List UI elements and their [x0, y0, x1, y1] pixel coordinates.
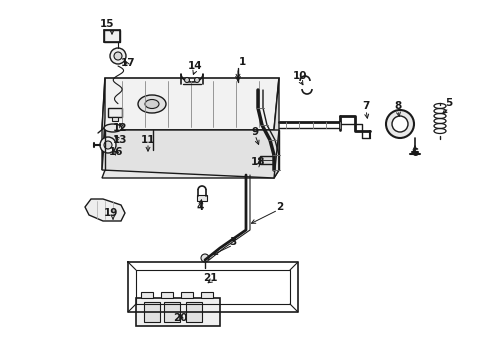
Text: 14: 14	[188, 61, 202, 71]
Text: 15: 15	[100, 19, 114, 29]
Text: 2: 2	[276, 202, 284, 212]
Bar	[186, 302, 202, 322]
Bar	[136, 298, 220, 326]
Bar	[141, 292, 153, 298]
Bar	[197, 195, 207, 201]
Bar	[161, 292, 173, 298]
Text: 11: 11	[141, 135, 155, 145]
Circle shape	[110, 48, 126, 64]
Polygon shape	[102, 78, 105, 170]
Text: 20: 20	[173, 313, 187, 323]
Bar	[108, 108, 122, 117]
Text: 6: 6	[412, 148, 418, 158]
Text: 5: 5	[445, 98, 453, 108]
Polygon shape	[274, 78, 279, 178]
Circle shape	[195, 77, 199, 82]
Text: 3: 3	[229, 237, 237, 247]
Text: 1: 1	[238, 57, 245, 67]
Circle shape	[100, 137, 116, 153]
Text: 16: 16	[109, 147, 123, 157]
Ellipse shape	[104, 124, 122, 132]
Text: 13: 13	[113, 135, 127, 145]
Ellipse shape	[145, 99, 159, 108]
Text: 19: 19	[104, 208, 118, 218]
Text: 12: 12	[113, 123, 127, 133]
Text: 21: 21	[203, 273, 217, 283]
Text: 8: 8	[394, 101, 402, 111]
Circle shape	[386, 110, 414, 138]
Text: 4: 4	[196, 202, 204, 212]
Bar	[181, 292, 193, 298]
Bar	[112, 117, 118, 121]
Polygon shape	[102, 170, 279, 178]
Circle shape	[185, 77, 190, 82]
Ellipse shape	[138, 95, 166, 113]
Bar	[144, 302, 160, 322]
Bar	[201, 292, 213, 298]
Circle shape	[201, 254, 209, 262]
Bar	[104, 30, 120, 42]
Bar	[260, 156, 274, 164]
Text: 9: 9	[251, 127, 259, 137]
Text: 18: 18	[251, 157, 265, 167]
Polygon shape	[85, 199, 125, 221]
Circle shape	[392, 116, 408, 132]
Text: 7: 7	[362, 101, 369, 111]
Polygon shape	[102, 130, 279, 178]
Bar	[164, 302, 180, 322]
Circle shape	[104, 141, 112, 149]
Polygon shape	[102, 78, 279, 130]
Text: 17: 17	[121, 58, 135, 68]
Text: 10: 10	[293, 71, 307, 81]
Circle shape	[114, 52, 122, 60]
